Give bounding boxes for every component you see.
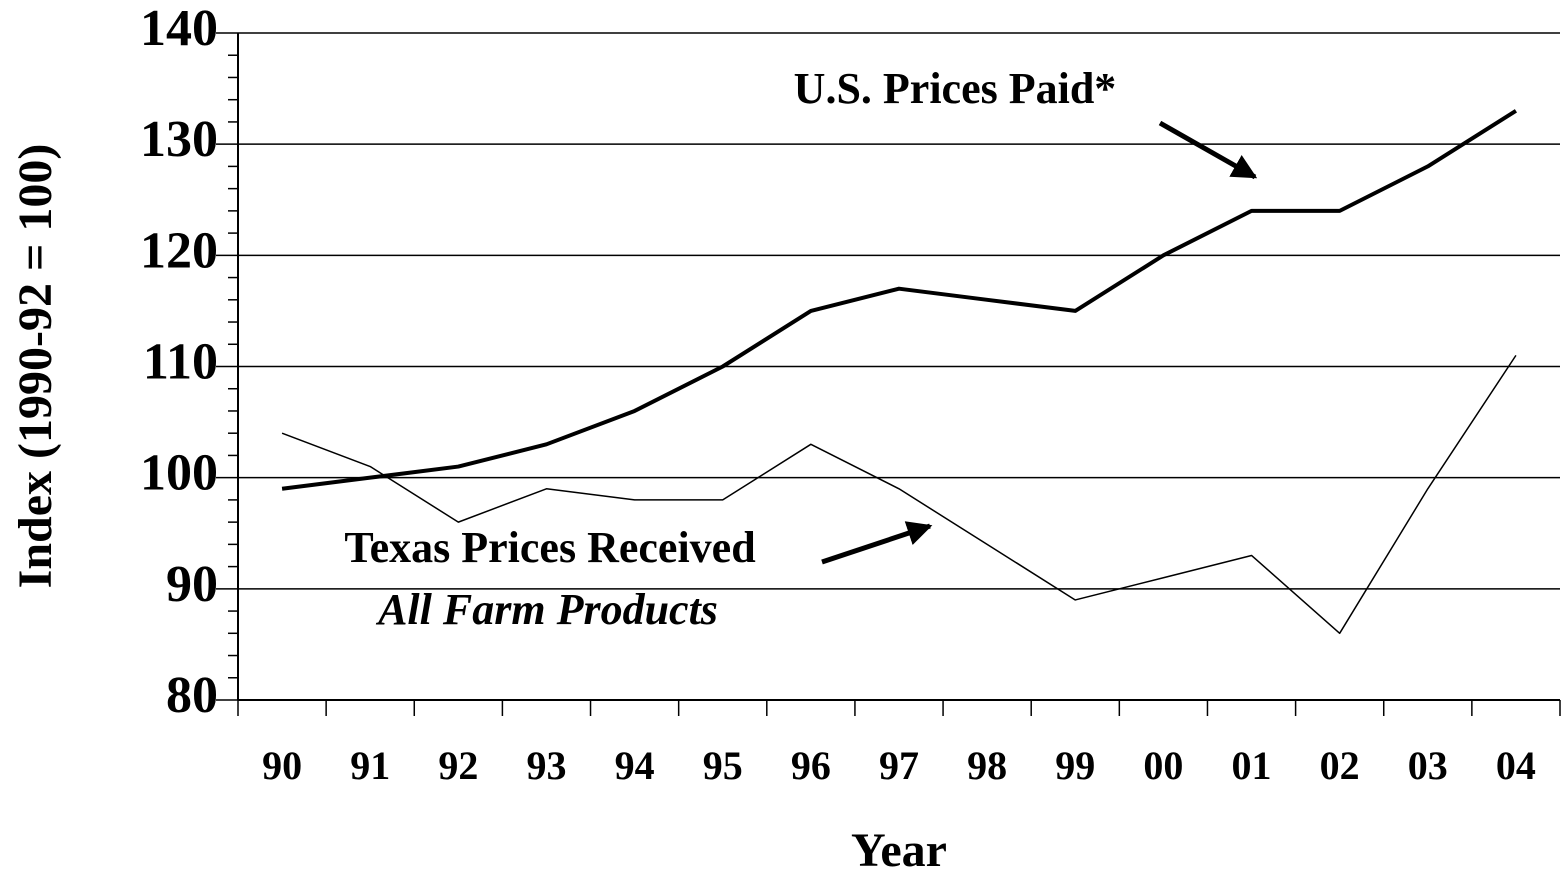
y-axis-label: Index (1990-92 = 100) (9, 144, 62, 589)
x-tick-label: 98 (967, 743, 1007, 788)
x-tick-label: 93 (526, 743, 566, 788)
arrow (1158, 120, 1258, 180)
y-tick-label: 110 (143, 333, 218, 390)
x-tick-label: 97 (879, 743, 919, 788)
x-axis-label: Year (851, 824, 947, 877)
x-tick-label: 95 (703, 743, 743, 788)
arrow (821, 521, 933, 565)
x-tick-label: 03 (1408, 743, 1448, 788)
x-tick-label: 96 (791, 743, 831, 788)
y-tick-label: 140 (140, 0, 218, 57)
x-tick-label: 94 (615, 743, 655, 788)
x-tick-label: 00 (1143, 743, 1183, 788)
x-tick-label: 92 (438, 743, 478, 788)
y-tick-label: 130 (140, 111, 218, 168)
y-tick-label: 100 (140, 445, 218, 502)
annotation: All Farm Products (375, 585, 718, 634)
y-tick-label: 80 (166, 667, 218, 724)
x-tick-label: 04 (1496, 743, 1536, 788)
x-tick-label: 90 (262, 743, 302, 788)
annotation: Texas Prices Received (344, 523, 755, 572)
x-tick-label: 91 (350, 743, 390, 788)
annotation: U.S. Prices Paid* (794, 64, 1117, 113)
x-tick-label: 02 (1320, 743, 1360, 788)
series-line (281, 354, 1517, 635)
x-tick-label: 01 (1232, 743, 1272, 788)
y-tick-label: 90 (166, 556, 218, 613)
series-line (281, 109, 1517, 491)
y-tick-label: 120 (140, 222, 218, 279)
x-tick-label: 99 (1055, 743, 1095, 788)
